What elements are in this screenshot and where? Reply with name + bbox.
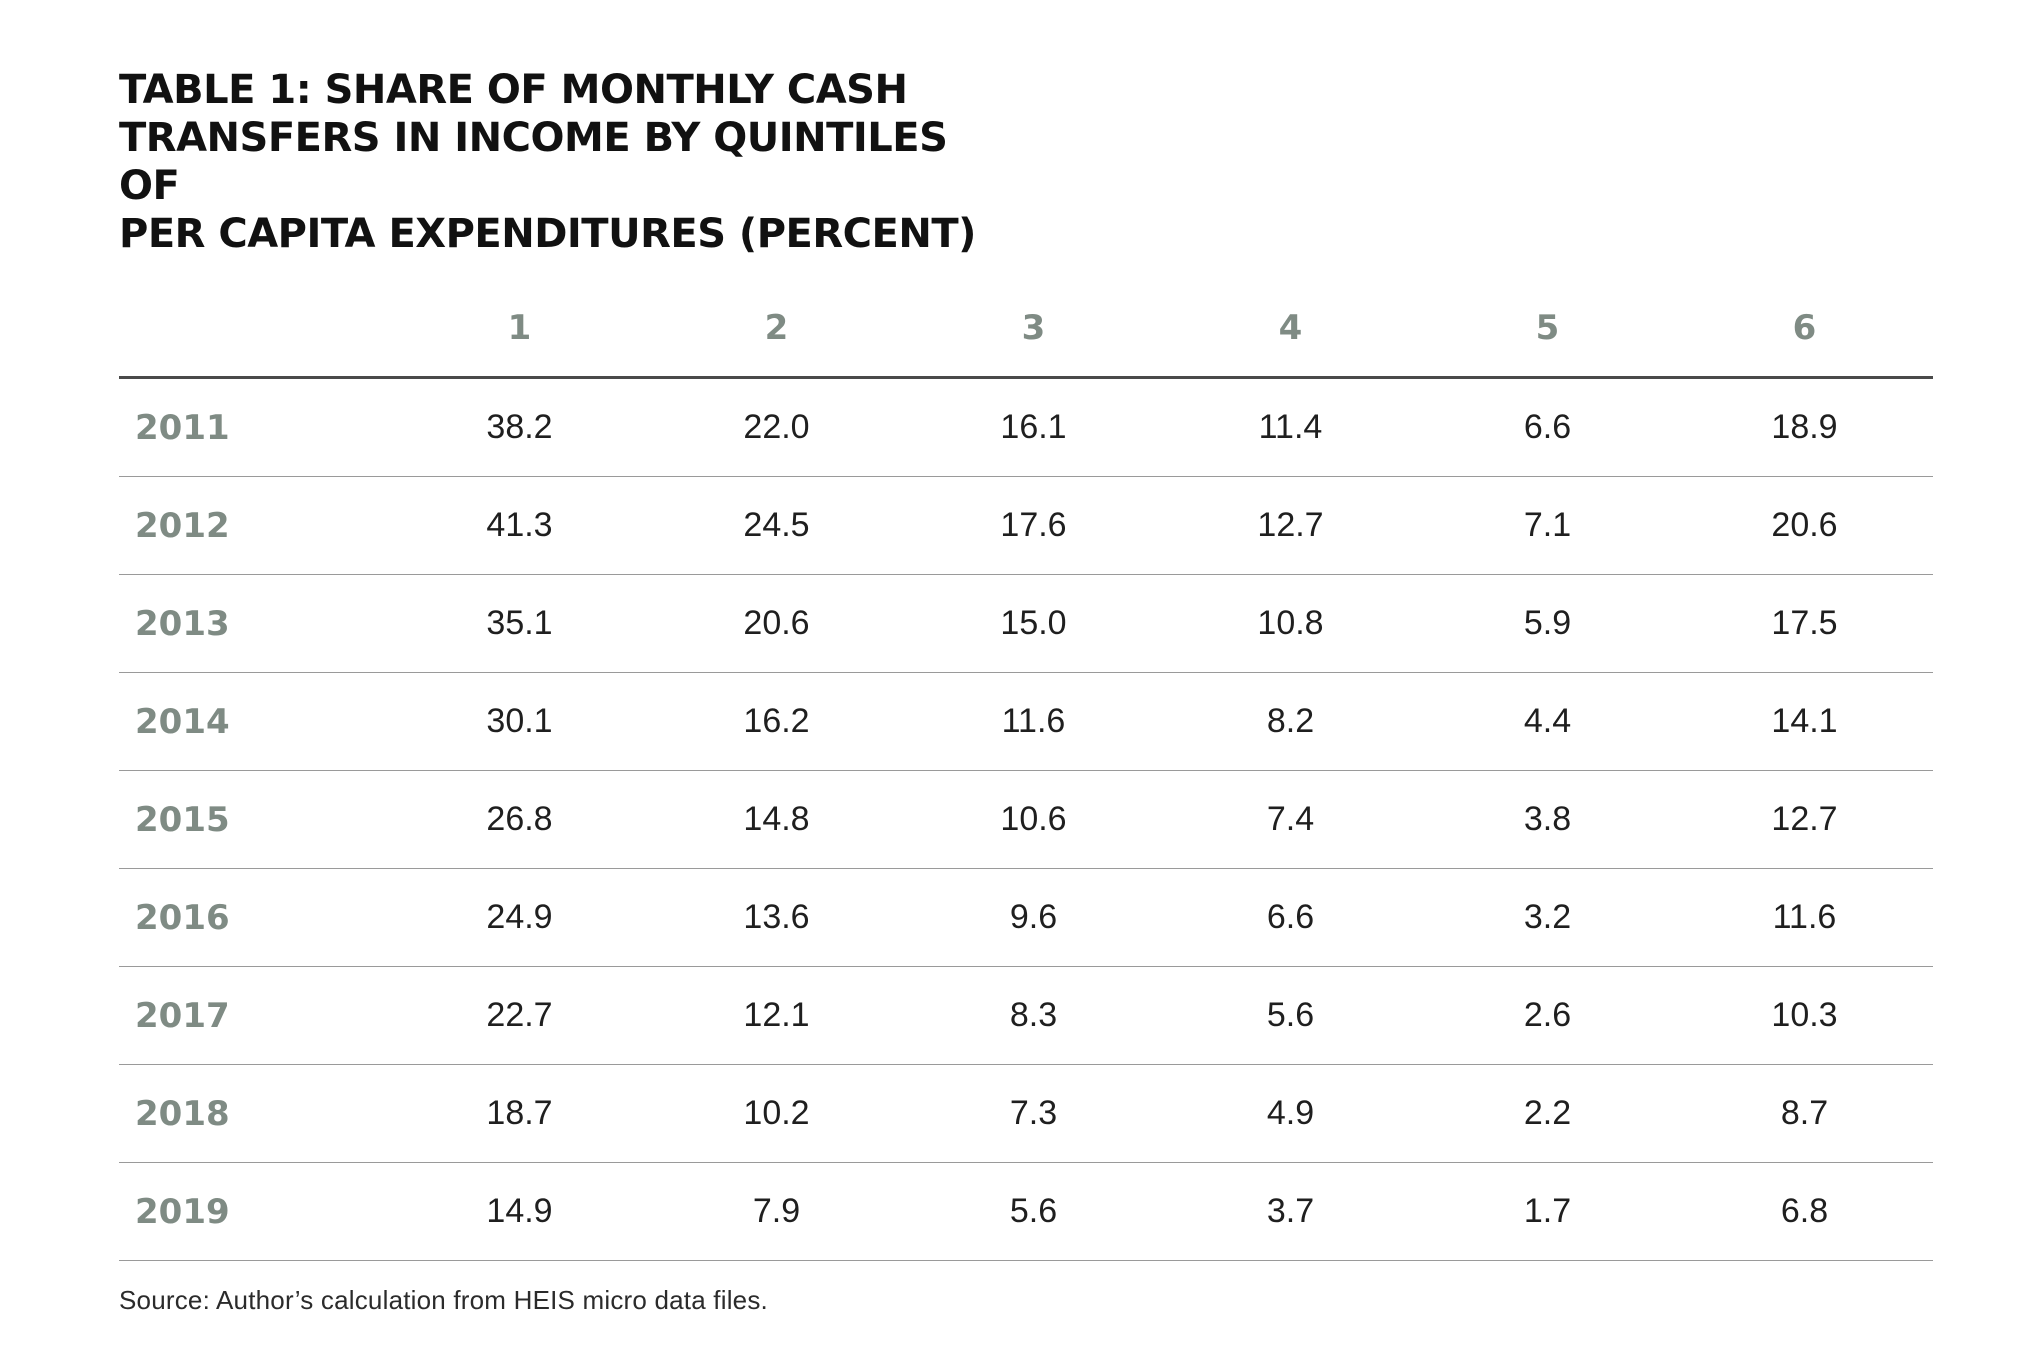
table-cell: 8.2 [1162,672,1419,771]
table-cell: 12.7 [1676,770,1933,869]
header-year [119,280,391,379]
row-year: 2014 [119,672,391,771]
table-cell: 2.2 [1419,1064,1676,1163]
table-cell: 35.1 [391,574,648,673]
header-column-5: 5 [1419,280,1676,379]
header-column-6: 6 [1676,280,1933,379]
table-header: 1 2 3 4 5 6 [119,280,1933,379]
table-cell: 24.9 [391,868,648,967]
table-row: 2014 30.1 16.2 11.6 8.2 4.4 14.1 [119,672,1933,771]
table-cell: 4.9 [1162,1064,1419,1163]
row-year: 2015 [119,770,391,869]
table-cell: 3.8 [1419,770,1676,869]
table-row: 2012 41.3 24.5 17.6 12.7 7.1 20.6 [119,476,1933,575]
table-cell: 11.6 [1676,868,1933,967]
table-title-line-1: TABLE 1: SHARE OF MONTHLY CASH [119,67,908,113]
table-cell: 8.7 [1676,1064,1933,1163]
table-cell: 15.0 [905,574,1162,673]
table-cell: 14.1 [1676,672,1933,771]
table-row: 2013 35.1 20.6 15.0 10.8 5.9 17.5 [119,574,1933,673]
table-body: 2011 38.2 22.0 16.1 11.4 6.6 18.9 2012 4… [119,377,1933,1261]
table-cell: 20.6 [1676,476,1933,575]
table-cell: 38.2 [391,377,648,477]
table-cell: 12.1 [648,966,905,1065]
table-cell: 30.1 [391,672,648,771]
table-cell: 9.6 [905,868,1162,967]
table-cell: 14.8 [648,770,905,869]
header-column-4: 4 [1162,280,1419,379]
source-note: Source: Author’s calculation from HEIS m… [119,1285,768,1315]
table-cell: 7.9 [648,1162,905,1261]
table-cell: 7.1 [1419,476,1676,575]
table-cell: 5.6 [1162,966,1419,1065]
table-cell: 16.2 [648,672,905,771]
data-table: 1 2 3 4 5 6 2011 38.2 22.0 16.1 11.4 6.6… [119,280,1933,1261]
table-cell: 12.7 [1162,476,1419,575]
table-row: 2015 26.8 14.8 10.6 7.4 3.8 12.7 [119,770,1933,869]
row-year: 2012 [119,476,391,575]
row-year: 2016 [119,868,391,967]
header-row: 1 2 3 4 5 6 [119,280,1933,379]
table-row: 2017 22.7 12.1 8.3 5.6 2.6 10.3 [119,966,1933,1065]
row-year: 2013 [119,574,391,673]
table-cell: 3.2 [1419,868,1676,967]
table-row: 2019 14.9 7.9 5.6 3.7 1.7 6.8 [119,1162,1933,1261]
row-year: 2019 [119,1162,391,1261]
table-cell: 17.5 [1676,574,1933,673]
table-cell: 10.3 [1676,966,1933,1065]
header-column-3: 3 [905,280,1162,379]
table-cell: 3.7 [1162,1162,1419,1261]
table-cell: 11.4 [1162,377,1419,477]
table-cell: 11.6 [905,672,1162,771]
row-year: 2011 [119,377,391,477]
table-cell: 18.9 [1676,377,1933,477]
header-column-2: 2 [648,280,905,379]
table-cell: 17.6 [905,476,1162,575]
table-title: TABLE 1: SHARE OF MONTHLY CASH TRANSFERS… [119,66,1019,258]
table-cell: 7.3 [905,1064,1162,1163]
table-cell: 10.6 [905,770,1162,869]
table-row: 2016 24.9 13.6 9.6 6.6 3.2 11.6 [119,868,1933,967]
table-cell: 22.0 [648,377,905,477]
table-cell: 5.6 [905,1162,1162,1261]
table-cell: 6.8 [1676,1162,1933,1261]
table-cell: 16.1 [905,377,1162,477]
header-column-1: 1 [391,280,648,379]
table-cell: 26.8 [391,770,648,869]
table-row: 2011 38.2 22.0 16.1 11.4 6.6 18.9 [119,377,1933,477]
table-cell: 6.6 [1419,377,1676,477]
table-cell: 41.3 [391,476,648,575]
table-cell: 5.9 [1419,574,1676,673]
table-cell: 13.6 [648,868,905,967]
table-cell: 2.6 [1419,966,1676,1065]
table-cell: 1.7 [1419,1162,1676,1261]
table-cell: 14.9 [391,1162,648,1261]
table-cell: 8.3 [905,966,1162,1065]
table-cell: 6.6 [1162,868,1419,967]
table-cell: 10.2 [648,1064,905,1163]
table-cell: 4.4 [1419,672,1676,771]
table-title-line-2: TRANSFERS IN INCOME BY QUINTILES OF [119,115,948,209]
table-row: 2018 18.7 10.2 7.3 4.9 2.2 8.7 [119,1064,1933,1163]
table-cell: 22.7 [391,966,648,1065]
table-cell: 10.8 [1162,574,1419,673]
table-title-line-3: PER CAPITA EXPENDITURES (PERCENT) [119,211,976,257]
table-cell: 24.5 [648,476,905,575]
data-table-container: 1 2 3 4 5 6 2011 38.2 22.0 16.1 11.4 6.6… [119,280,1933,1261]
table-cell: 7.4 [1162,770,1419,869]
table-cell: 20.6 [648,574,905,673]
row-year: 2018 [119,1064,391,1163]
table-cell: 18.7 [391,1064,648,1163]
row-year: 2017 [119,966,391,1065]
